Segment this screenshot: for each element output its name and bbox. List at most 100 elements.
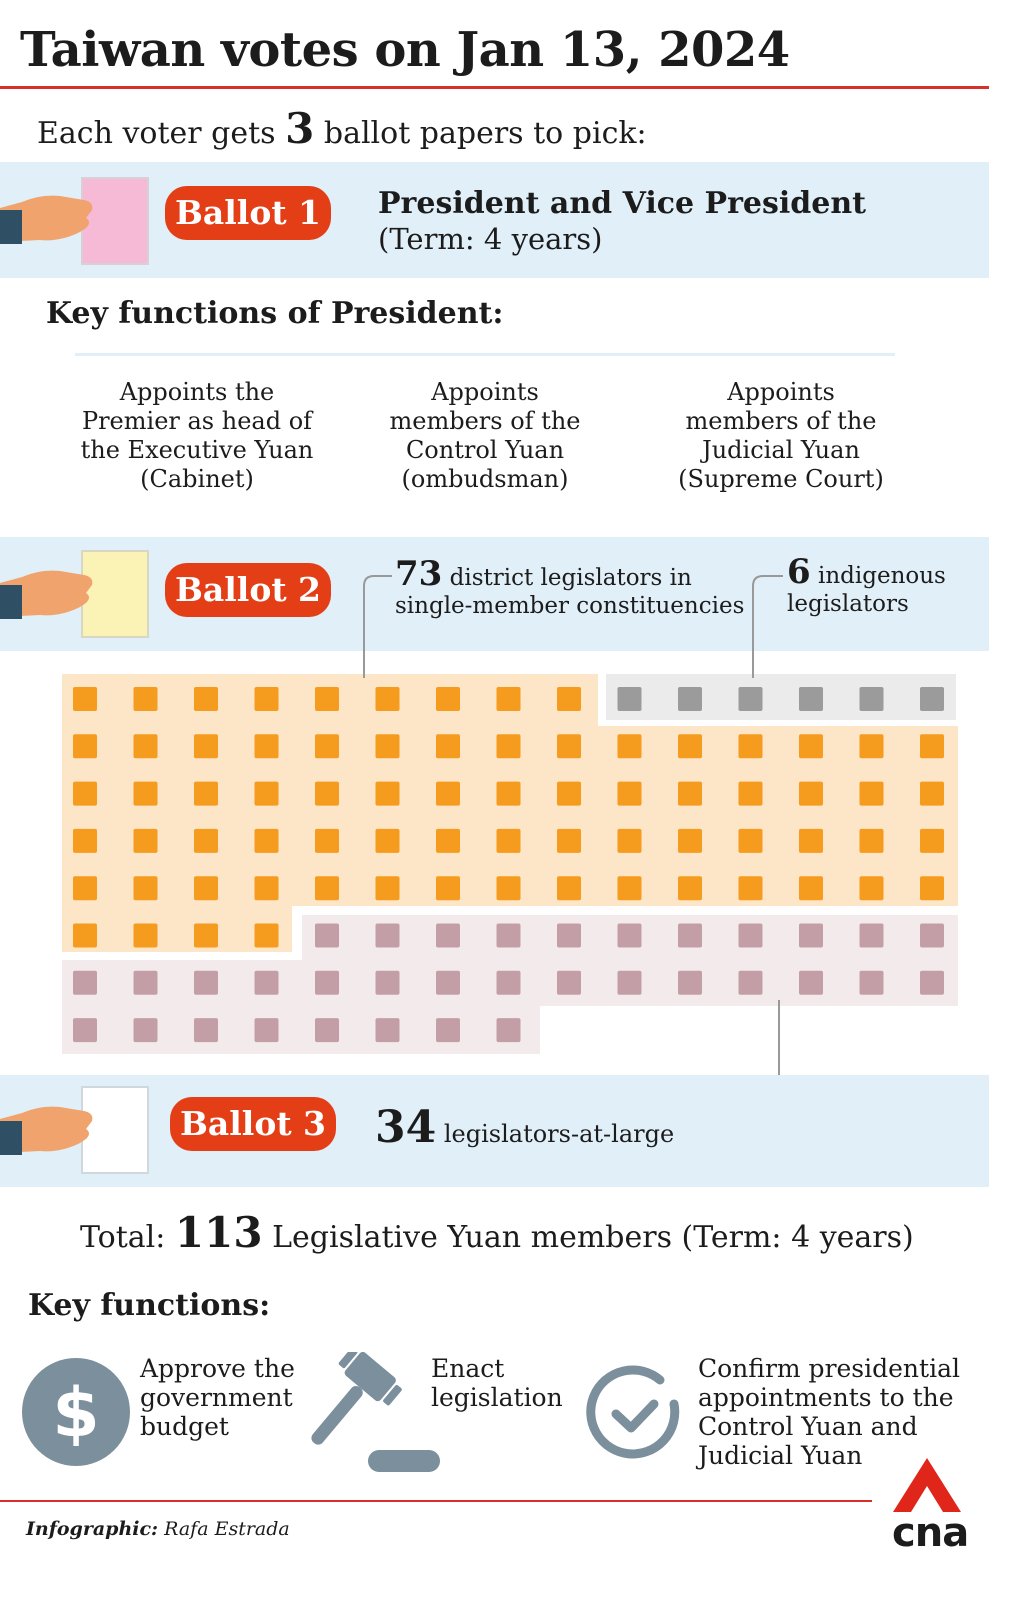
- district-seat: [799, 734, 823, 759]
- district-seat: [617, 876, 642, 901]
- at-large-seat: [557, 970, 581, 995]
- district-seat: [678, 734, 702, 759]
- page-title: Taiwan votes on Jan 13, 2024: [20, 22, 790, 78]
- district-seat: [859, 734, 884, 759]
- at-large-seat: [436, 923, 460, 948]
- district-seat: [254, 781, 279, 806]
- at-large-seat: [920, 923, 944, 948]
- district-callout-line: [363, 575, 392, 678]
- district-seat: [678, 781, 702, 806]
- at-large-seat: [254, 1018, 279, 1043]
- district-seat: [315, 876, 339, 901]
- district-seat: [920, 828, 944, 853]
- at-large-seat: [194, 1018, 218, 1043]
- gavel-icon: [311, 1352, 440, 1472]
- district-seat: [617, 734, 642, 759]
- district-seat: [375, 828, 400, 853]
- district-seat: [254, 923, 279, 948]
- district-seat: [133, 828, 158, 853]
- district-seat: [73, 876, 97, 901]
- district-seat: [436, 828, 460, 853]
- district-seat: [799, 781, 823, 806]
- district-seat: [254, 876, 279, 901]
- cna-logo-icon: [893, 1458, 961, 1512]
- district-seat: [315, 734, 339, 759]
- credit: Infographic: Rafa Estrada: [26, 1518, 290, 1540]
- ballot2-badge: Ballot 2: [165, 563, 331, 617]
- at-large-seat: [799, 970, 823, 995]
- at-large-seat: [678, 970, 702, 995]
- district-seat: [678, 876, 702, 901]
- district-seat: [133, 876, 158, 901]
- at-large-seat: [315, 923, 339, 948]
- district-seat: [859, 876, 884, 901]
- district-zone: [62, 906, 292, 952]
- cna-logo-text: cna: [892, 1510, 969, 1556]
- district-seat: [194, 923, 218, 948]
- at-large-seat: [496, 923, 521, 948]
- district-seat: [194, 828, 218, 853]
- at-large-seat: [73, 970, 97, 995]
- district-seat: [375, 687, 400, 711]
- at-large-seat: [73, 1018, 97, 1043]
- indigenous-legislators-label: 6 indigenous legislators: [787, 552, 946, 617]
- hand-ballot3-icon: [0, 1086, 149, 1174]
- at-large-seat: [315, 970, 339, 995]
- district-seat: [557, 781, 581, 806]
- at-large-seat: [617, 970, 642, 995]
- district-seat: [617, 828, 642, 853]
- district-seat: [436, 687, 460, 711]
- district-seat: [254, 828, 279, 853]
- president-function-2: Appoints members of the Control Yuan (om…: [389, 378, 581, 493]
- indigenous-seat: [678, 687, 702, 711]
- district-seat: [496, 781, 521, 806]
- legislature-function-3: Confirm presidential appointments to the…: [698, 1354, 960, 1470]
- district-seat: [133, 781, 158, 806]
- district-seat: [375, 734, 400, 759]
- ballot3-band: [0, 1075, 989, 1187]
- district-seat: [920, 781, 944, 806]
- intro-text: Each voter gets 3 ballot papers to pick:: [37, 104, 647, 153]
- district-seat: [557, 687, 581, 711]
- district-seat: [254, 687, 279, 711]
- president-function-3: Appoints members of the Judicial Yuan (S…: [678, 378, 884, 493]
- indigenous-zone: [606, 674, 956, 720]
- at-large-seat: [315, 1018, 339, 1043]
- at-large-seat: [194, 970, 218, 995]
- ballot-count: 3: [285, 104, 315, 153]
- at-large-seat: [557, 923, 581, 948]
- svg-text:$: $: [52, 1374, 99, 1453]
- district-seat: [496, 876, 521, 901]
- at-large-seat: [859, 923, 884, 948]
- title-divider: [0, 86, 989, 89]
- district-seat: [738, 828, 763, 853]
- ballot1-badge: Ballot 1: [165, 186, 331, 240]
- indigenous-seat: [859, 687, 884, 711]
- district-seat: [738, 734, 763, 759]
- at-large-seat: [375, 923, 400, 948]
- hand-ballot2-icon: [0, 550, 149, 638]
- at-large-seat: [436, 1018, 460, 1043]
- legislature-function-1: Approve the government budget: [140, 1354, 295, 1441]
- district-legislators-label: 73 district legislators in single-member …: [395, 554, 745, 619]
- at-large-seat: [617, 923, 642, 948]
- district-seat: [557, 876, 581, 901]
- district-seat: [799, 876, 823, 901]
- district-seat: [436, 781, 460, 806]
- district-seat: [859, 781, 884, 806]
- at-large-legislators-label: 34 legislators-at-large: [375, 1102, 675, 1153]
- indigenous-seat: [799, 687, 823, 711]
- district-seat: [678, 828, 702, 853]
- at-large-seat: [375, 970, 400, 995]
- district-seat: [194, 687, 218, 711]
- dollar-icon: $: [22, 1358, 130, 1466]
- district-seat: [315, 781, 339, 806]
- hand-ballot1-icon: [0, 177, 149, 265]
- district-seat: [496, 734, 521, 759]
- district-seat: [557, 734, 581, 759]
- district-seat: [315, 687, 339, 711]
- check-circle-icon: [586, 1365, 680, 1459]
- district-seat: [920, 734, 944, 759]
- district-seat: [436, 876, 460, 901]
- district-seat: [859, 828, 884, 853]
